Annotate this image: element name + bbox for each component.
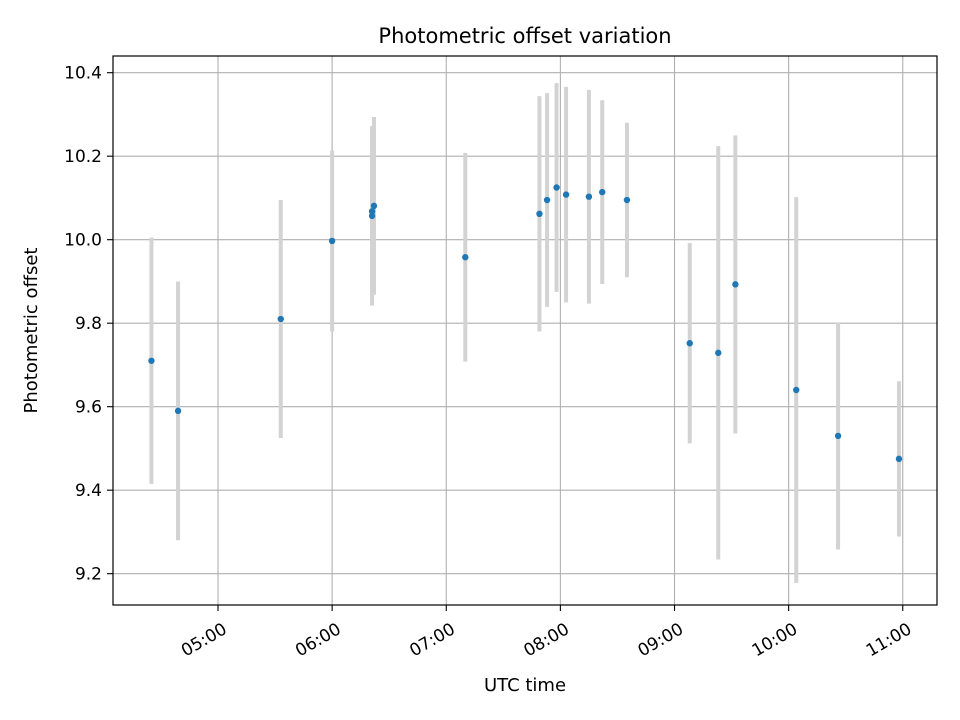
y-tick-label: 9.8	[75, 314, 102, 334]
data-point	[585, 193, 593, 200]
plot-frame	[112, 55, 938, 606]
y-tick-label: 9.4	[75, 481, 102, 501]
data-point	[148, 357, 155, 364]
chart-title: Photometric offset variation	[378, 24, 671, 48]
data-point	[328, 237, 336, 245]
y-tick-label: 10.4	[64, 64, 102, 84]
data-point	[715, 349, 722, 357]
data-point	[599, 188, 606, 196]
data-point	[732, 281, 739, 288]
y-tick-label: 9.2	[75, 565, 102, 585]
data-point	[543, 196, 551, 204]
data-point	[368, 212, 376, 220]
data-point	[368, 208, 376, 215]
data-point	[370, 202, 378, 210]
data-point	[462, 254, 469, 261]
x-axis-label: UTC time	[484, 675, 566, 696]
data-point	[277, 315, 284, 323]
data-point	[895, 455, 903, 463]
data-points	[148, 184, 903, 463]
data-point	[174, 407, 182, 415]
data-point	[553, 184, 560, 191]
y-tick-label: 9.6	[75, 398, 102, 418]
data-point	[536, 210, 543, 218]
grid	[113, 56, 937, 605]
data-point	[686, 340, 693, 347]
data-point	[834, 432, 842, 440]
data-point	[562, 191, 570, 198]
data-point	[793, 386, 800, 394]
y-axis-label: Photometric offset	[21, 248, 42, 414]
data-point	[623, 196, 631, 204]
y-tick-label: 10.2	[64, 147, 102, 167]
y-tick-label: 10.0	[64, 231, 102, 251]
